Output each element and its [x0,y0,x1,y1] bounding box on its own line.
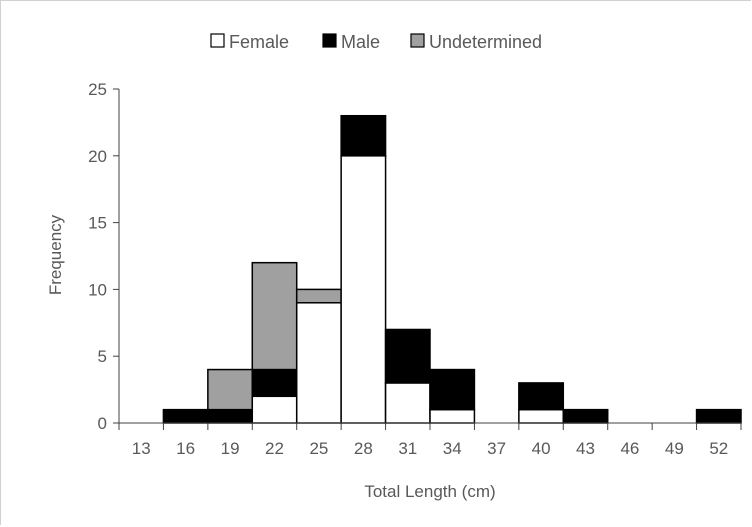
legend-label-female: Female [229,32,289,52]
x-tick-label-16: 16 [176,439,195,458]
bar-undetermined-19 [207,368,254,411]
x-tick-label-22: 22 [265,439,284,458]
bar-male-22 [251,368,298,398]
axes: 0 5 10 15 20 25 13 16 19 22 25 28 31 34 37 40 43 46 49 52 [88,80,742,458]
x-tick-label-52: 52 [709,439,728,458]
bar-female-40 [518,408,565,424]
bar-undetermined-25 [295,288,342,304]
y-tick-label-20: 20 [88,147,107,166]
x-tick-label-28: 28 [354,439,373,458]
y-tick-label-10: 10 [88,280,107,299]
legend-swatch-undetermined [410,33,425,48]
x-tick-label-31: 31 [398,439,417,458]
bar-female-34 [429,408,476,424]
x-tick-label-37: 37 [487,439,506,458]
legend-swatch-female [210,33,225,48]
bar-female-22 [251,395,298,424]
x-tick-label-49: 49 [665,439,684,458]
bar-male-34 [429,368,476,411]
bar-undetermined-22 [251,261,298,371]
bar-female-31 [384,382,431,424]
y-axis-title: Frequency [46,214,65,295]
legend-swatch-male [322,33,337,48]
x-tick-label-25: 25 [309,439,328,458]
bar-female-25 [295,302,342,424]
bar-male-40 [518,382,565,411]
x-tick-label-40: 40 [532,439,551,458]
legend: Female Male Undetermined [210,32,542,52]
bar-male-19 [207,408,254,424]
bar-male-52 [695,408,742,424]
x-tick-label-46: 46 [620,439,639,458]
y-tick-label-5: 5 [98,347,107,366]
bar-female-28 [340,155,387,424]
x-tick-label-34: 34 [443,439,462,458]
bars [162,114,742,424]
y-tick-label-25: 25 [88,80,107,99]
x-axis-title: Total Length (cm) [364,482,495,501]
y-tick-label-0: 0 [98,414,107,433]
x-tick-label-19: 19 [221,439,240,458]
legend-label-undetermined: Undetermined [429,32,542,52]
bar-male-16 [162,408,209,424]
bar-male-28 [340,114,387,157]
y-tick-label-15: 15 [88,214,107,233]
bar-male-43 [562,408,609,424]
x-tick-label-43: 43 [576,439,595,458]
legend-label-male: Male [341,32,380,52]
x-tick-label-13: 13 [132,439,151,458]
bar-male-31 [384,328,431,384]
